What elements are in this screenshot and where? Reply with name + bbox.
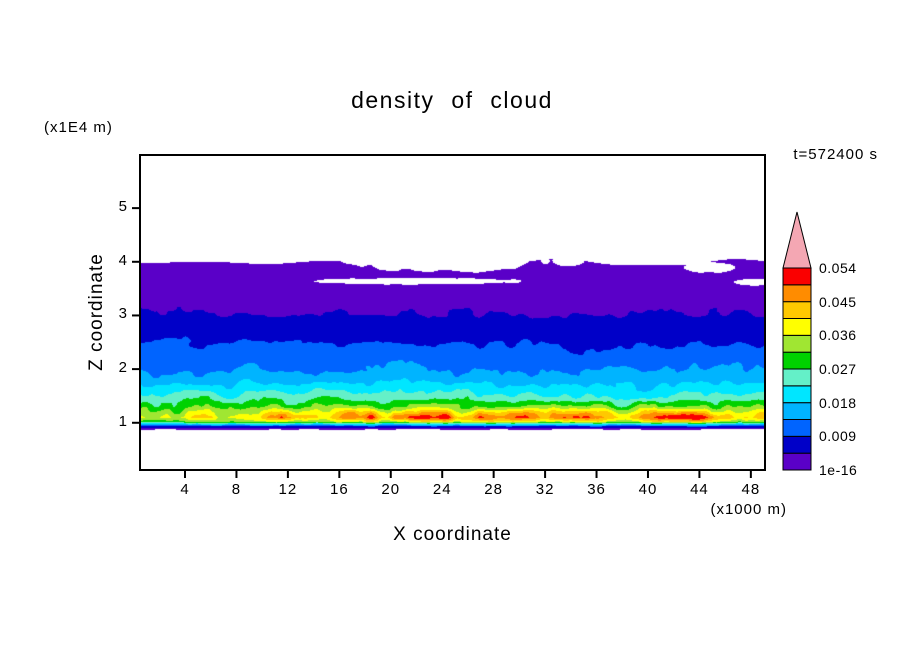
colorbar-over-arrow bbox=[782, 211, 812, 269]
x-tick-label: 32 bbox=[535, 481, 555, 498]
colorbar-label: 0.054 bbox=[819, 260, 857, 276]
x-tick-label: 28 bbox=[484, 481, 503, 498]
contour-field-canvas bbox=[140, 155, 765, 470]
colorbar-label: 0.009 bbox=[819, 428, 857, 445]
x-tick-label: 36 bbox=[587, 481, 606, 498]
x-tick-label: 8 bbox=[231, 481, 242, 498]
y-tick-label: 1 bbox=[118, 412, 128, 430]
plot-frame bbox=[139, 154, 766, 471]
colorbar-segment bbox=[782, 368, 812, 387]
x-tick-label: 48 bbox=[741, 481, 761, 498]
time-label: t=572400 s bbox=[793, 146, 878, 163]
colorbar-segment bbox=[782, 284, 812, 303]
colorbar-segment bbox=[782, 318, 812, 336]
x-tick-label: 24 bbox=[432, 481, 452, 498]
y-tick-label: 2 bbox=[118, 359, 128, 377]
y-tick-label: 4 bbox=[118, 251, 128, 269]
colorbar-segment bbox=[782, 351, 812, 370]
colorbar-label: 0.027 bbox=[819, 361, 857, 377]
x-axis-unit-label: (x1000 m) bbox=[710, 501, 787, 518]
colorbar-segment bbox=[782, 452, 812, 471]
colorbar-segment bbox=[782, 419, 812, 437]
y-tick-label: 5 bbox=[118, 198, 128, 216]
colorbar-segment bbox=[782, 402, 812, 420]
chart-title: density of cloud bbox=[351, 87, 553, 113]
x-tick-label: 4 bbox=[180, 481, 190, 498]
colorbar-label: 1e-16 bbox=[819, 462, 858, 478]
x-tick-label: 40 bbox=[638, 481, 658, 498]
colorbar-label: 0.018 bbox=[819, 394, 857, 411]
colorbar-segment bbox=[782, 435, 812, 454]
x-tick-label: 16 bbox=[329, 481, 349, 498]
colorbar-segment bbox=[782, 334, 812, 353]
colorbar-label: 0.036 bbox=[819, 327, 857, 344]
x-tick-label: 12 bbox=[278, 481, 298, 498]
y-axis-unit-label: (x1E4 m) bbox=[44, 119, 113, 136]
y-tick-label: 3 bbox=[118, 305, 128, 323]
colorbar-segment bbox=[782, 385, 812, 404]
colorbar-segment bbox=[782, 301, 812, 319]
x-tick-label: 44 bbox=[690, 481, 709, 498]
colorbar-segment bbox=[782, 267, 812, 286]
x-tick-label: 20 bbox=[381, 481, 401, 498]
colorbar-label: 0.045 bbox=[819, 293, 857, 310]
x-axis-title: X coordinate bbox=[393, 524, 512, 545]
